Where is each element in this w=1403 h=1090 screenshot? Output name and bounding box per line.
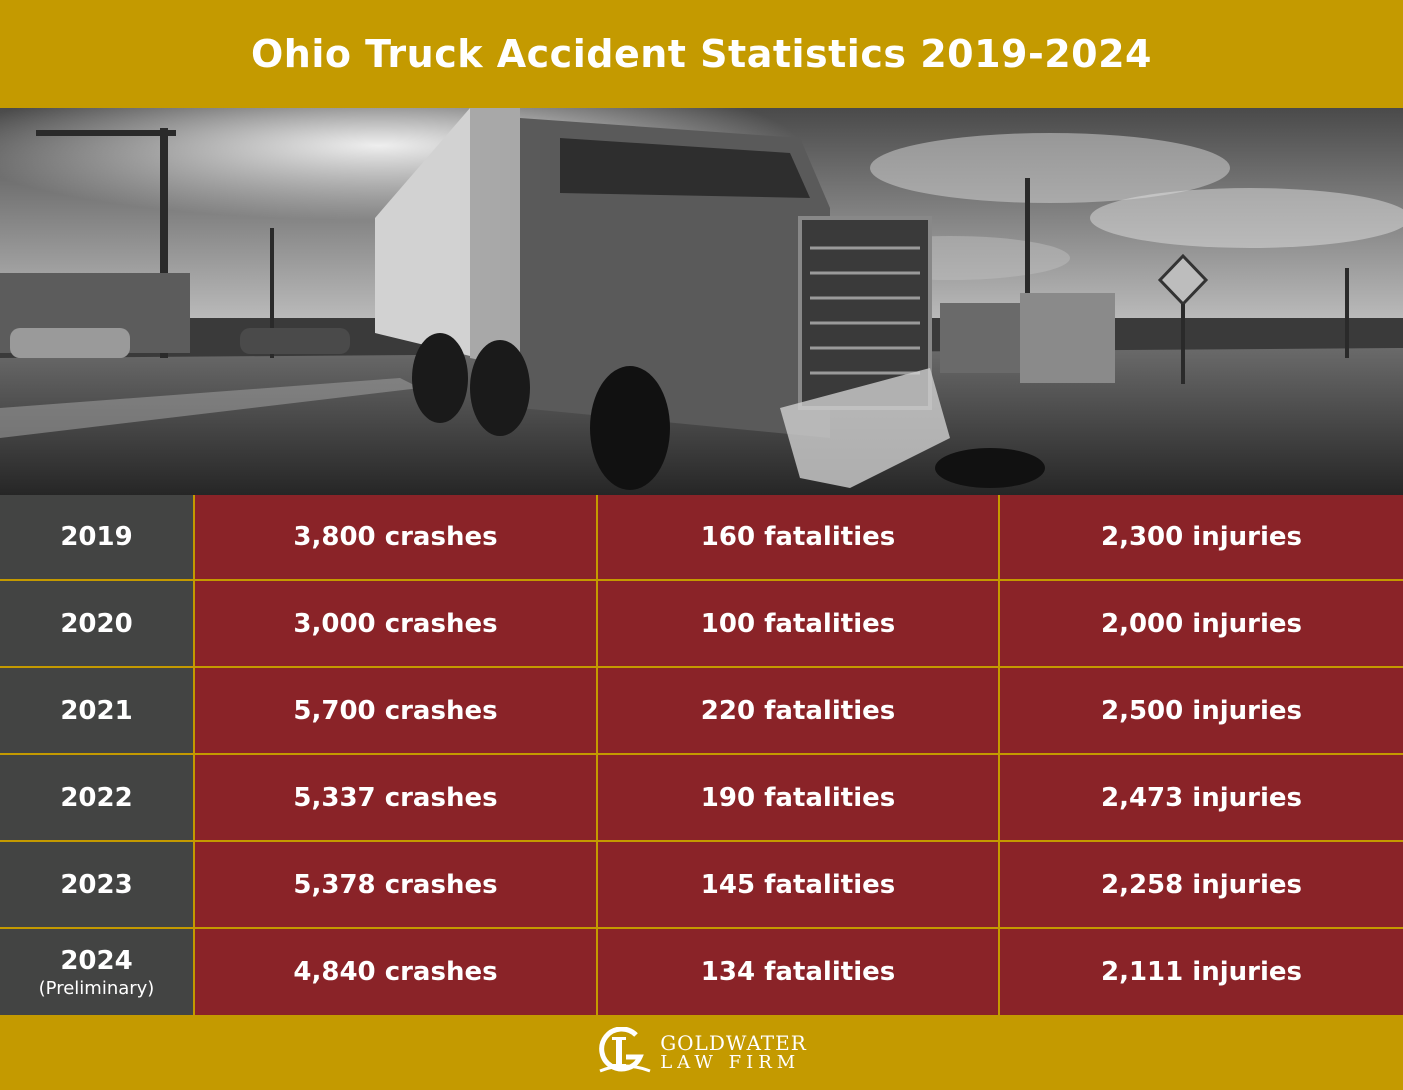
crashes-cell: 5,700 crashes — [195, 668, 596, 753]
year-cell: 2020 — [0, 581, 193, 666]
fatalities-value: 145 fatalities — [700, 869, 896, 900]
fatalities-cell: 100 fatalities — [598, 581, 998, 666]
crashes-value: 5,337 crashes — [293, 782, 498, 813]
crashes-value: 4,840 crashes — [293, 957, 498, 987]
column-g-logo-icon — [596, 1026, 652, 1079]
fatalities-cell: 145 fatalities — [598, 842, 998, 927]
injuries-value: 2,473 injuries — [1101, 782, 1302, 813]
table-row: 2021 5,700 crashes 220 fatalities 2,500 … — [0, 668, 1403, 753]
year-label: 2022 — [60, 782, 133, 813]
crashes-cell: 3,000 crashes — [195, 581, 596, 666]
fatalities-value: 190 fatalities — [700, 782, 896, 813]
crashes-value: 5,378 crashes — [293, 869, 498, 900]
injuries-value: 2,300 injuries — [1101, 522, 1302, 552]
table-row: 2023 5,378 crashes 145 fatalities 2,258 … — [0, 842, 1403, 927]
injuries-cell: 2,000 injuries — [1000, 581, 1403, 666]
year-cell: 2023 — [0, 842, 193, 927]
footer-bar: GOLDWATER LAW FIRM — [0, 1015, 1403, 1090]
crashes-cell: 4,840 crashes — [195, 929, 596, 1015]
crashes-value: 5,700 crashes — [293, 695, 498, 726]
crashes-cell: 5,337 crashes — [195, 755, 596, 840]
year-label: 2020 — [60, 608, 133, 639]
fatalities-value: 160 fatalities — [700, 522, 896, 552]
fatalities-value: 100 fatalities — [700, 608, 896, 639]
truck-illustration — [0, 108, 1403, 495]
injuries-cell: 2,300 injuries — [1000, 495, 1403, 579]
injuries-value: 2,000 injuries — [1101, 608, 1302, 639]
crashes-value: 3,800 crashes — [293, 522, 498, 552]
firm-logo: GOLDWATER LAW FIRM — [596, 1026, 807, 1079]
fatalities-cell: 134 fatalities — [598, 929, 998, 1015]
fatalities-cell: 160 fatalities — [598, 495, 998, 579]
year-cell: 2019 — [0, 495, 193, 579]
injuries-cell: 2,500 injuries — [1000, 668, 1403, 753]
year-label: 2024 — [60, 945, 133, 976]
page-title: Ohio Truck Accident Statistics 2019-2024 — [250, 32, 1153, 76]
year-label: 2019 — [60, 522, 133, 552]
table-row: 2019 3,800 crashes 160 fatalities 2,300 … — [0, 495, 1403, 579]
injuries-cell: 2,258 injuries — [1000, 842, 1403, 927]
crashed-truck-photo — [0, 108, 1403, 495]
fatalities-value: 134 fatalities — [700, 957, 896, 987]
firm-name-line2: LAW FIRM — [660, 1051, 801, 1073]
header-bar: Ohio Truck Accident Statistics 2019-2024 — [0, 0, 1403, 108]
year-label: 2021 — [60, 695, 133, 726]
injuries-cell: 2,473 injuries — [1000, 755, 1403, 840]
injuries-value: 2,111 injuries — [1101, 957, 1302, 987]
fatalities-cell: 220 fatalities — [598, 668, 998, 753]
firm-name-line1: GOLDWATER — [660, 1030, 807, 1055]
fatalities-value: 220 fatalities — [700, 695, 896, 726]
injuries-value: 2,258 injuries — [1101, 869, 1302, 900]
firm-name: GOLDWATER LAW FIRM — [660, 1030, 807, 1073]
table-row: 2024 (Preliminary) 4,840 crashes 134 fat… — [0, 929, 1403, 1015]
table-row: 2022 5,337 crashes 190 fatalities 2,473 … — [0, 755, 1403, 840]
statistics-table: 2019 3,800 crashes 160 fatalities 2,300 … — [0, 495, 1403, 1015]
preliminary-note: (Preliminary) — [38, 977, 155, 999]
crashes-cell: 5,378 crashes — [195, 842, 596, 927]
crashes-value: 3,000 crashes — [293, 608, 498, 639]
year-label: 2023 — [60, 869, 133, 900]
crashes-cell: 3,800 crashes — [195, 495, 596, 579]
year-cell: 2021 — [0, 668, 193, 753]
fatalities-cell: 190 fatalities — [598, 755, 998, 840]
year-cell: 2024 (Preliminary) — [0, 929, 193, 1015]
table-row: 2020 3,000 crashes 100 fatalities 2,000 … — [0, 581, 1403, 666]
year-cell: 2022 — [0, 755, 193, 840]
injuries-value: 2,500 injuries — [1101, 695, 1302, 726]
injuries-cell: 2,111 injuries — [1000, 929, 1403, 1015]
